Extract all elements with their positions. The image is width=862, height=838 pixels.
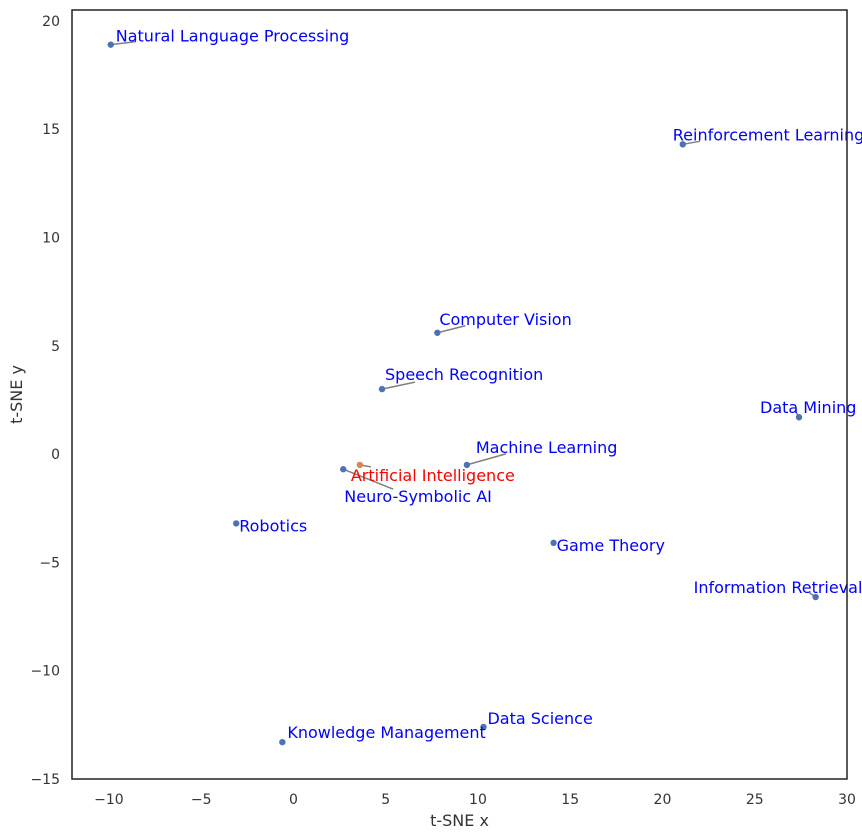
- point-label: Neuro-Symbolic AI: [344, 487, 492, 506]
- point-label: Reinforcement Learning: [673, 125, 862, 144]
- x-tick-label: 0: [289, 792, 298, 808]
- point-label: Data Science: [487, 709, 592, 728]
- x-tick-label: 15: [561, 792, 579, 808]
- point-label: Speech Recognition: [385, 365, 543, 384]
- x-tick-label: −5: [191, 792, 212, 808]
- x-tick-label: 25: [746, 792, 764, 808]
- y-tick-label: −5: [39, 555, 60, 571]
- point-label: Artificial Intelligence: [351, 466, 515, 485]
- leader-line: [437, 325, 466, 334]
- y-axis-label: t-SNE y: [7, 365, 26, 424]
- data-point: [480, 723, 487, 731]
- x-tick-label: 5: [381, 792, 390, 808]
- point-label: Computer Vision: [439, 310, 571, 329]
- y-tick-label: −15: [30, 772, 60, 788]
- data-point: [356, 461, 364, 469]
- x-tick-label: 30: [838, 792, 856, 808]
- data-point: [340, 466, 347, 473]
- leader-line: [342, 468, 394, 490]
- data-point: [463, 461, 471, 469]
- point-label: Robotics: [239, 516, 307, 535]
- y-tick-label: 5: [51, 339, 60, 355]
- data-point: [279, 738, 286, 746]
- data-point: [550, 539, 557, 547]
- scatter-points: [107, 41, 819, 746]
- point-label: Natural Language Processing: [116, 27, 350, 46]
- y-tick-label: −10: [30, 664, 60, 680]
- x-axis-ticks: −10 −5 0 5 10 15 20 25 30: [94, 792, 856, 808]
- data-point: [434, 329, 441, 336]
- point-label: Game Theory: [557, 536, 665, 555]
- point-label: Knowledge Management: [287, 723, 485, 742]
- leader-line: [381, 381, 416, 390]
- y-tick-label: 15: [42, 122, 60, 138]
- leader-line: [466, 453, 507, 466]
- point-label: Machine Learning: [476, 438, 618, 457]
- x-tick-label: −10: [94, 792, 124, 808]
- leader-line: [110, 40, 136, 46]
- point-label: Data Mining: [760, 398, 856, 417]
- data-point: [812, 593, 819, 601]
- plot-frame: [71, 9, 848, 780]
- y-tick-label: 20: [42, 14, 60, 30]
- x-tick-label: 10: [469, 792, 487, 808]
- point-label: Information Retrieval: [694, 578, 862, 597]
- y-tick-label: 0: [51, 447, 60, 463]
- data-point: [107, 41, 114, 48]
- x-axis-label: t-SNE x: [430, 811, 489, 830]
- data-point: [378, 385, 386, 393]
- x-tick-label: 20: [654, 792, 672, 808]
- point-labels: Natural Language Processing Reinforcement…: [116, 27, 862, 743]
- data-point: [679, 141, 686, 148]
- y-axis-ticks: −15 −10 −5 0 5 10 15 20: [30, 14, 60, 788]
- data-point: [233, 520, 240, 527]
- data-point: [795, 414, 803, 421]
- y-tick-label: 10: [42, 230, 60, 246]
